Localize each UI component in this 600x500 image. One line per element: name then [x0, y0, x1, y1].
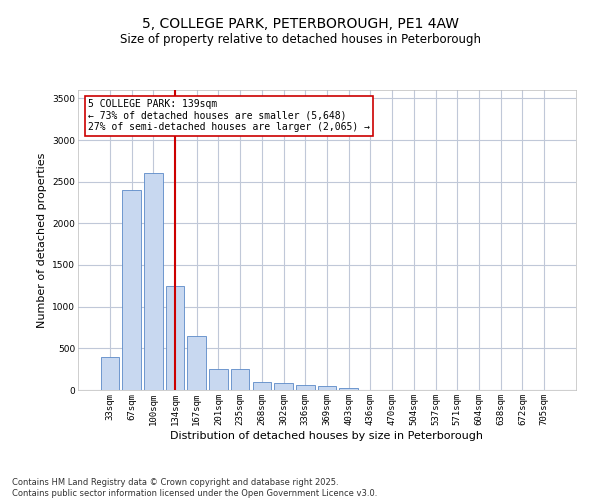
Bar [253, 382, 271, 390]
X-axis label: Distribution of detached houses by size in Peterborough: Distribution of detached houses by size … [170, 430, 484, 440]
Text: Size of property relative to detached houses in Peterborough: Size of property relative to detached ho… [119, 32, 481, 46]
Y-axis label: Number of detached properties: Number of detached properties [37, 152, 47, 328]
Text: 5 COLLEGE PARK: 139sqm
← 73% of detached houses are smaller (5,648)
27% of semi-: 5 COLLEGE PARK: 139sqm ← 73% of detached… [88, 99, 370, 132]
Bar [274, 384, 293, 390]
Bar [187, 336, 206, 390]
Bar [144, 174, 163, 390]
Bar [340, 388, 358, 390]
Text: 5, COLLEGE PARK, PETERBOROUGH, PE1 4AW: 5, COLLEGE PARK, PETERBOROUGH, PE1 4AW [142, 18, 458, 32]
Bar [231, 369, 250, 390]
Bar [122, 190, 141, 390]
Bar [296, 385, 314, 390]
Bar [209, 369, 227, 390]
Bar [318, 386, 336, 390]
Bar [101, 356, 119, 390]
Text: Contains HM Land Registry data © Crown copyright and database right 2025.
Contai: Contains HM Land Registry data © Crown c… [12, 478, 377, 498]
Bar [166, 286, 184, 390]
